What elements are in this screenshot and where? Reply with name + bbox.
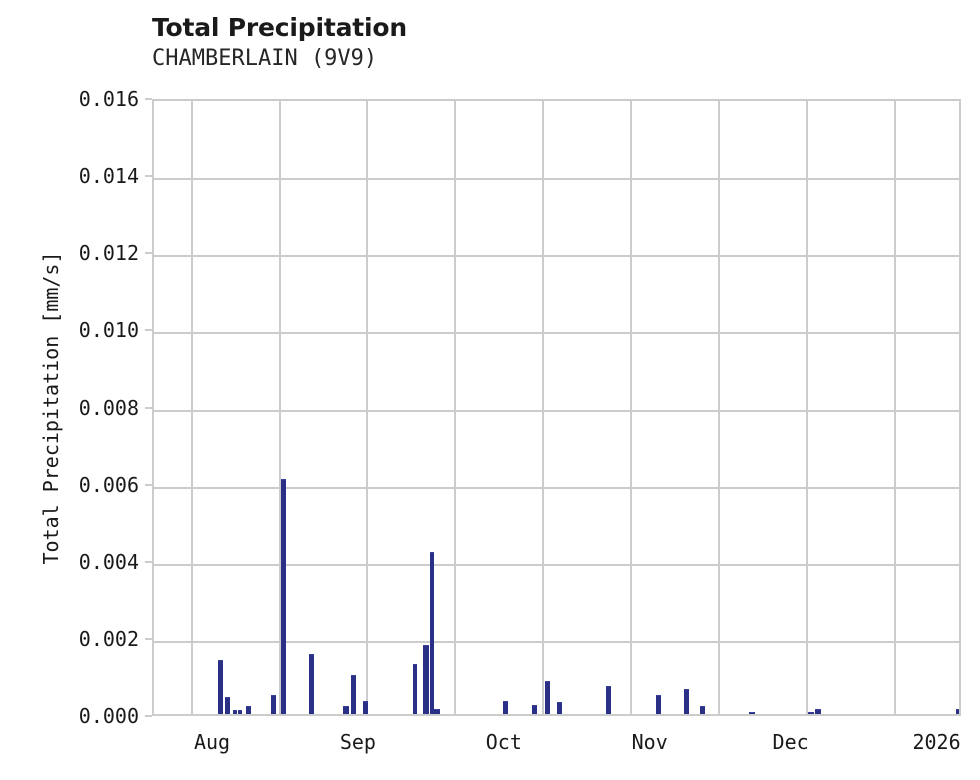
- x-axis-tick-label: Dec: [772, 730, 809, 754]
- bar: [217, 660, 223, 714]
- bar: [684, 688, 690, 714]
- title-block: Total Precipitation CHAMBERLAIN (9V9): [152, 14, 852, 73]
- y-axis-tick-mark: [145, 252, 152, 255]
- bar: [700, 706, 706, 714]
- bar: [351, 675, 357, 714]
- y-axis-tick-label: 0.012: [78, 241, 139, 266]
- gridline-horizontal: [154, 563, 959, 566]
- bar: [606, 686, 612, 714]
- bar: [245, 705, 251, 714]
- bar: [656, 694, 662, 714]
- y-axis-tick-mark: [145, 715, 152, 717]
- bar: [308, 654, 314, 714]
- y-axis-tick-mark: [145, 560, 152, 563]
- x-axis-tick-label: 2026: [912, 730, 961, 754]
- bar: [412, 663, 417, 714]
- bar: [429, 552, 434, 714]
- bar: [342, 706, 349, 714]
- gridline-vertical: [541, 101, 544, 714]
- bar: [270, 694, 276, 714]
- gridline-vertical: [717, 101, 720, 714]
- gridline-horizontal: [154, 409, 959, 412]
- y-axis-tick-mark: [145, 329, 152, 332]
- bar: [545, 681, 551, 714]
- x-axis-tick-label: Aug: [193, 730, 231, 754]
- y-axis-tick-mark: [145, 483, 152, 486]
- gridline-vertical: [365, 101, 368, 714]
- bar: [238, 710, 243, 714]
- bar: [814, 709, 821, 714]
- y-axis-tick-mark: [145, 98, 152, 100]
- x-axis-tick-label: Nov: [631, 730, 668, 754]
- bar: [280, 478, 286, 714]
- y-axis-tick-mark: [145, 406, 152, 409]
- gridline-vertical: [893, 101, 896, 714]
- y-axis-tick-label: 0.000: [78, 704, 139, 728]
- bar: [557, 702, 563, 714]
- gridline-horizontal: [154, 486, 959, 489]
- bar: [433, 709, 440, 714]
- gridline-vertical: [629, 101, 632, 714]
- y-axis-tick-label: 0.014: [78, 164, 139, 189]
- bar: [503, 700, 509, 714]
- y-axis-tick-mark: [145, 637, 152, 640]
- gridline-horizontal: [154, 332, 959, 335]
- bar: [363, 700, 369, 714]
- y-axis-tick-label: 0.010: [78, 318, 139, 343]
- bar: [224, 696, 230, 714]
- x-axis-tick-label: Oct: [485, 730, 522, 754]
- plot-area: [152, 99, 961, 716]
- bar: [233, 709, 238, 714]
- bar: [955, 709, 959, 714]
- y-axis-tick-mark: [145, 175, 152, 178]
- gridline-vertical: [805, 101, 808, 714]
- gridline-vertical: [191, 101, 194, 714]
- y-axis-tick-label: 0.008: [78, 395, 139, 420]
- y-axis-tick-label: 0.002: [78, 626, 139, 651]
- bar: [748, 711, 755, 714]
- y-axis-tick-label: 0.004: [78, 549, 139, 574]
- x-axis-tick-label: Sep: [339, 730, 376, 754]
- bar: [532, 705, 538, 714]
- page-title: Total Precipitation: [152, 13, 407, 42]
- y-axis-tick-label: 0.006: [78, 472, 139, 497]
- gridline-vertical: [453, 101, 456, 714]
- bar: [807, 712, 814, 714]
- gridline-vertical: [278, 101, 281, 714]
- gridline-horizontal: [154, 178, 959, 181]
- gridline-horizontal: [154, 640, 959, 643]
- chart-subtitle: CHAMBERLAIN (9V9): [152, 46, 378, 71]
- y-axis-tick-label: 0.016: [78, 87, 139, 111]
- gridline-horizontal: [154, 255, 959, 258]
- bar: [422, 645, 429, 714]
